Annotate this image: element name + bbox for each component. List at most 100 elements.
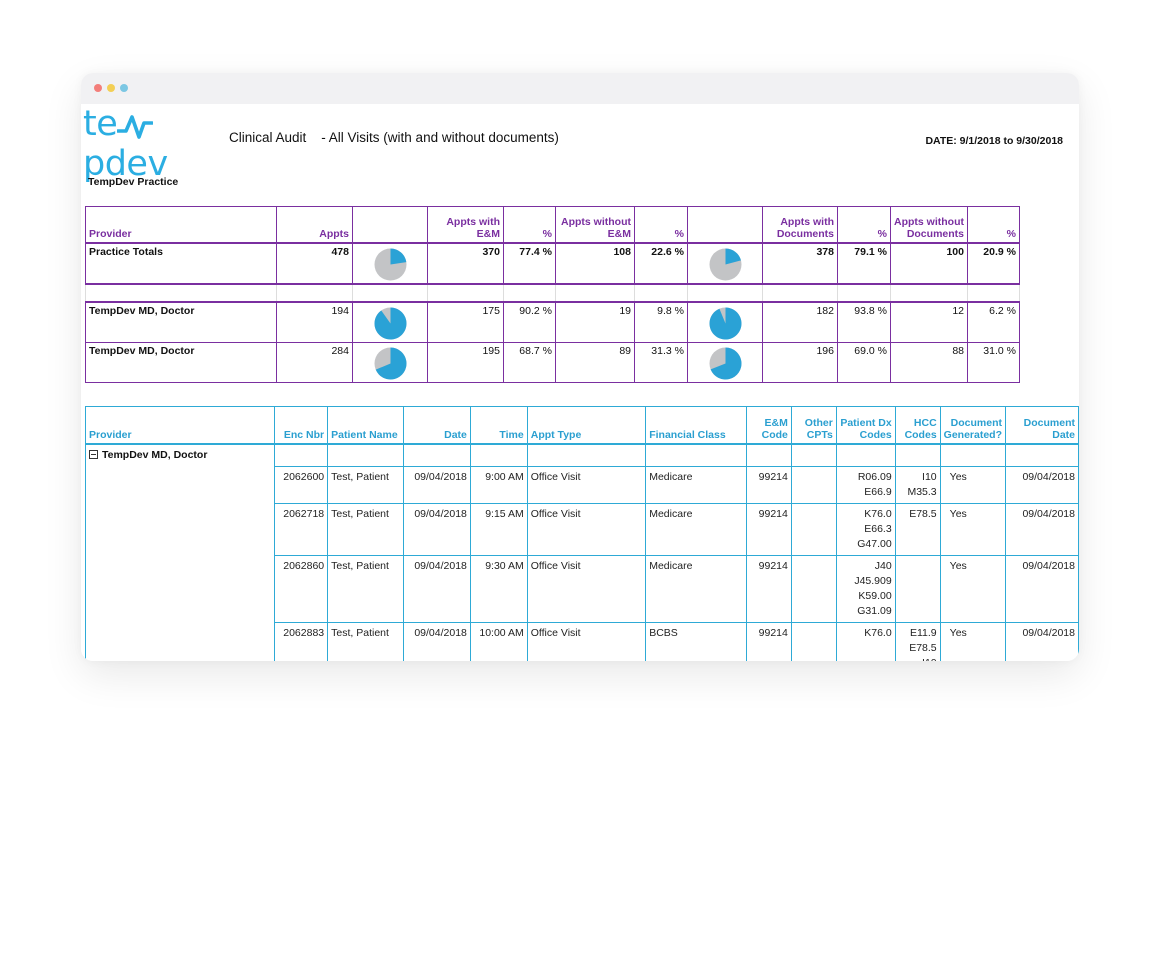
date-cell: 09/04/2018 bbox=[402, 465, 471, 504]
provider-docs-pie-chart bbox=[709, 347, 741, 380]
provider-without-em: 19 bbox=[555, 301, 635, 343]
provider-em-pie-cell bbox=[352, 342, 428, 383]
dx-code: K76.0 bbox=[864, 507, 892, 520]
provider-group-toggle[interactable]: TempDev MD, Doctor bbox=[84, 444, 276, 466]
spacer-cell bbox=[837, 283, 891, 303]
provider-summary-row: TempDev MD, Doctor 284 195 68.7 % 89 31.… bbox=[85, 342, 1020, 383]
maximize-window-dot-icon[interactable] bbox=[120, 84, 128, 92]
totals-with-em-pct: 77.4 % bbox=[503, 242, 556, 285]
col-hcc-codes-header: HCC Codes bbox=[894, 406, 941, 445]
appt-type-cell: Office Visit bbox=[526, 621, 647, 661]
col-doc-generated-header: Document Generated? bbox=[939, 406, 1007, 445]
group-empty-cell bbox=[274, 443, 329, 467]
collapse-minus-icon[interactable] bbox=[89, 449, 98, 459]
enc-nbr-cell: 2062883 bbox=[274, 621, 329, 661]
provider-column-blank bbox=[84, 622, 276, 661]
totals-without-em-pct: 22.6 % bbox=[634, 242, 688, 285]
time-cell: 10:00 AM bbox=[469, 621, 528, 661]
group-empty-cell bbox=[745, 443, 792, 467]
practice-name: TempDev Practice bbox=[88, 176, 179, 188]
encounter-row[interactable]: 2062860 Test, Patient 09/04/2018 9:30 AM Off… bbox=[84, 554, 1079, 623]
col-provider-header: Provider bbox=[84, 406, 276, 445]
hcc-code: E78.5 bbox=[909, 641, 937, 654]
col-pct-with-em-header: % bbox=[503, 206, 556, 244]
hcc-code: M35.3 bbox=[907, 485, 937, 498]
pie-value-slice bbox=[710, 347, 741, 380]
spacer-cell bbox=[427, 283, 504, 303]
minimize-window-dot-icon[interactable] bbox=[107, 84, 115, 92]
provider-group-row[interactable]: TempDev MD, Doctor bbox=[84, 443, 1079, 467]
hcc-codes-cell: I10 M35.3 bbox=[894, 465, 941, 504]
financial-class-cell: Medicare bbox=[645, 554, 747, 623]
provider-without-docs-pct: 31.0 % bbox=[967, 342, 1020, 383]
col-other-cpts-header: Other CPTs bbox=[790, 406, 837, 445]
provider-without-em-pct: 31.3 % bbox=[634, 342, 688, 383]
time-cell: 9:30 AM bbox=[469, 554, 528, 623]
financial-class-cell: BCBS bbox=[645, 621, 747, 661]
provider-with-docs: 196 bbox=[762, 342, 838, 383]
col-appts-without-em-header: Appts without E&M bbox=[555, 206, 635, 244]
totals-em-pie-cell bbox=[352, 242, 428, 285]
hcc-code: E11.9 bbox=[909, 626, 937, 639]
group-empty-cell bbox=[526, 443, 647, 467]
dx-code: G47.00 bbox=[857, 537, 892, 550]
provider-column-blank bbox=[84, 503, 276, 555]
encounter-row[interactable]: 2062600 Test, Patient 09/04/2018 9:00 AM Off… bbox=[84, 465, 1079, 504]
col-patient-name-header: Patient Name bbox=[327, 406, 404, 445]
em-code-cell: 99214 bbox=[745, 502, 792, 556]
report-date-range: DATE: 9/1/2018 to 9/30/2018 bbox=[925, 135, 1063, 147]
doc-generated-cell: Yes bbox=[939, 502, 1007, 556]
totals-docs-pie-chart bbox=[709, 248, 741, 281]
encounter-row[interactable]: 2062718 Test, Patient 09/04/2018 9:15 AM Off… bbox=[84, 502, 1079, 556]
spacer-cell bbox=[503, 283, 556, 303]
summary-header-row: Provider Appts Appts with E&M % Appts wi… bbox=[85, 206, 1020, 244]
date-cell: 09/04/2018 bbox=[402, 502, 471, 556]
provider-appts: 284 bbox=[276, 342, 353, 383]
totals-without-em: 108 bbox=[555, 242, 635, 285]
enc-nbr-cell: 2062718 bbox=[274, 502, 329, 556]
pie-value-slice bbox=[390, 248, 406, 265]
dx-code: J45.909 bbox=[854, 574, 892, 587]
hcc-codes-cell: E78.5 bbox=[894, 502, 941, 556]
totals-appts: 478 bbox=[276, 242, 353, 285]
col-financial-class-header: Financial Class bbox=[645, 406, 747, 445]
provider-em-pie-chart bbox=[374, 347, 407, 380]
detail-table-wrapper: Provider Enc Nbr Patient Name Date Time … bbox=[84, 406, 1079, 661]
provider-with-docs: 182 bbox=[762, 301, 838, 343]
provider-without-docs: 12 bbox=[890, 301, 968, 343]
hcc-code: E78.5 bbox=[909, 507, 937, 520]
provider-without-em-pct: 9.8 % bbox=[634, 301, 688, 343]
spacer-cell bbox=[276, 283, 353, 303]
other-cpts-cell bbox=[790, 621, 837, 661]
provider-appts: 194 bbox=[276, 301, 353, 343]
logo-heartbeat-icon bbox=[117, 115, 154, 139]
provider-em-pie-chart bbox=[374, 307, 407, 340]
group-empty-cell bbox=[402, 443, 471, 467]
group-empty-cell bbox=[894, 443, 941, 467]
col-appts-with-em-header: Appts with E&M bbox=[427, 206, 504, 244]
encounter-row[interactable]: 2062883 Test, Patient 09/04/2018 10:00 AM Of… bbox=[84, 621, 1079, 661]
col-pct-with-docs-header: % bbox=[837, 206, 891, 244]
doc-generated-cell: Yes bbox=[939, 554, 1007, 623]
doc-date-cell: 09/04/2018 bbox=[1005, 465, 1079, 504]
em-code-cell: 99214 bbox=[745, 554, 792, 623]
provider-name: TempDev MD, Doctor bbox=[85, 301, 277, 343]
group-empty-cell bbox=[327, 443, 404, 467]
spacer-cell bbox=[85, 283, 277, 303]
provider-group-label: TempDev MD, Doctor bbox=[102, 449, 208, 461]
provider-column-blank bbox=[84, 466, 276, 503]
patient-dx-cell: R06.09 E66.9 bbox=[835, 465, 896, 504]
provider-without-docs-pct: 6.2 % bbox=[967, 301, 1020, 343]
date-cell: 09/04/2018 bbox=[402, 621, 471, 661]
spacer-cell bbox=[762, 283, 838, 303]
practice-totals-row: Practice Totals 478 370 77.4 % 108 22.6 … bbox=[85, 242, 1020, 285]
totals-with-em: 370 bbox=[427, 242, 504, 285]
spacer-cell bbox=[352, 283, 428, 303]
doc-generated-cell: Yes bbox=[939, 465, 1007, 504]
dx-code: R06.09 bbox=[857, 470, 892, 483]
dx-code: J40 bbox=[874, 559, 892, 572]
provider-em-pie-cell bbox=[352, 301, 428, 343]
provider-without-em: 89 bbox=[555, 342, 635, 383]
col-enc-nbr-header: Enc Nbr bbox=[274, 406, 329, 445]
close-window-dot-icon[interactable] bbox=[94, 84, 102, 92]
